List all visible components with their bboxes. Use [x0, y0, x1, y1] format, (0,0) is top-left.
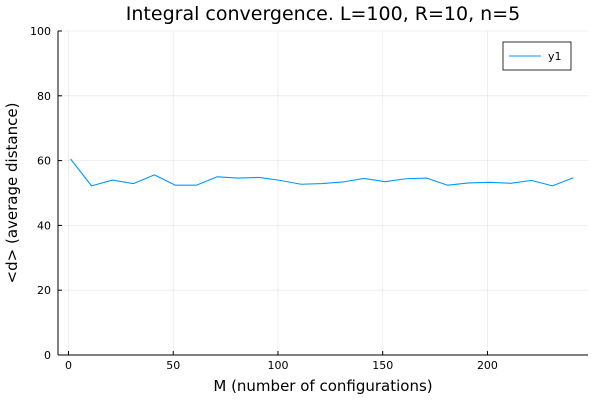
x-tick-label: 200 — [477, 359, 498, 372]
plot-frame — [57, 31, 588, 356]
y-tick-label: 100 — [30, 25, 51, 38]
x-axis-label: M (number of configurations) — [213, 377, 432, 395]
legend: y1 — [502, 41, 572, 71]
x-tick-label: 0 — [65, 359, 72, 372]
y-tick-label: 80 — [37, 90, 51, 103]
axis-ticks: 0 50 100 150 200 0 20 40 60 80 100 — [30, 25, 498, 372]
y-tick-label: 0 — [44, 349, 51, 362]
y-tick-label: 60 — [37, 155, 51, 168]
x-tick-label: 50 — [166, 359, 180, 372]
y-tick-label: 20 — [37, 284, 51, 297]
grid-lines — [58, 30, 588, 356]
x-tick-label: 150 — [372, 359, 393, 372]
x-tick-label: 100 — [267, 359, 288, 372]
series-line-y1 — [70, 158, 574, 187]
chart-title: Integral convergence. L=100, R=10, n=5 — [126, 3, 520, 25]
y-axis-label: <d> (average distance) — [3, 103, 21, 284]
legend-label: y1 — [548, 50, 562, 63]
series-lines — [70, 158, 574, 187]
y-tick-label: 40 — [37, 219, 51, 232]
